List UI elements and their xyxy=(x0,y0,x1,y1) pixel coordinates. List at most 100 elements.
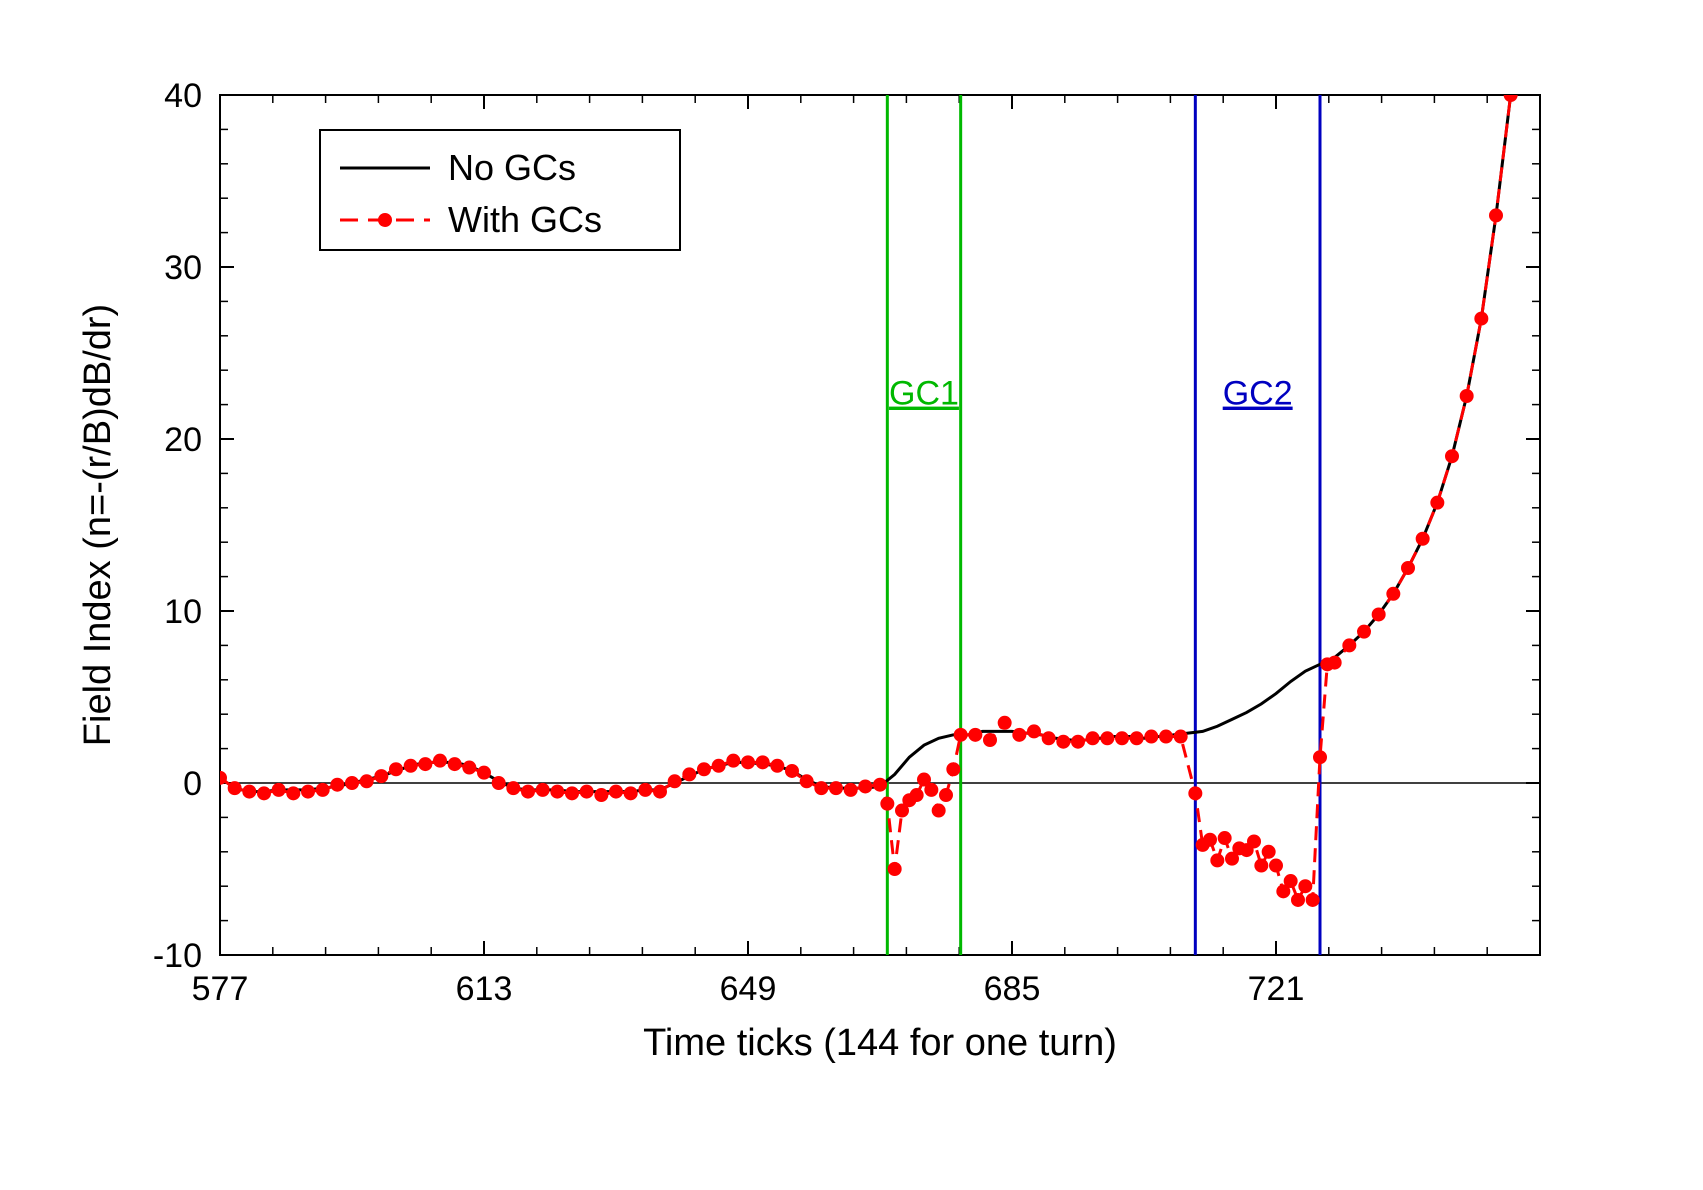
y-tick-label: 10 xyxy=(164,593,202,631)
series-marker xyxy=(947,763,960,776)
series-marker xyxy=(1028,725,1041,738)
y-axis-label: Field Index (n=-(r/B)dB/dr) xyxy=(77,304,119,746)
series-marker xyxy=(1174,730,1187,743)
series-marker xyxy=(1387,587,1400,600)
series-marker xyxy=(969,728,982,741)
series-marker xyxy=(434,754,447,767)
series-marker xyxy=(1475,312,1488,325)
legend-label: With GCs xyxy=(448,199,602,240)
series-marker xyxy=(287,787,300,800)
series-marker xyxy=(756,756,769,769)
series-marker xyxy=(881,797,894,810)
series-marker xyxy=(800,775,813,788)
series-marker xyxy=(1490,209,1503,222)
chart-container: 577613649685721-10010203040Time ticks (1… xyxy=(0,0,1703,1190)
series-marker xyxy=(1431,496,1444,509)
series-marker xyxy=(243,785,256,798)
series-marker xyxy=(1314,751,1327,764)
series-marker xyxy=(1057,735,1070,748)
series-marker xyxy=(1292,893,1305,906)
y-tick-label: 30 xyxy=(164,249,202,287)
series-marker xyxy=(998,716,1011,729)
series-marker xyxy=(1160,730,1173,743)
series-marker xyxy=(1116,732,1129,745)
series-marker xyxy=(1042,732,1055,745)
series-marker xyxy=(1145,730,1158,743)
region-label: GC2 xyxy=(1223,375,1293,413)
series-marker xyxy=(316,783,329,796)
series-marker xyxy=(375,770,388,783)
series-marker xyxy=(1306,893,1319,906)
series-marker xyxy=(1284,875,1297,888)
y-tick-label: 0 xyxy=(183,765,202,803)
series-marker xyxy=(888,863,901,876)
y-tick-label: 20 xyxy=(164,421,202,459)
series-marker xyxy=(859,780,872,793)
series-marker xyxy=(712,759,725,772)
series-marker xyxy=(1299,880,1312,893)
legend-marker xyxy=(378,213,392,227)
series-marker xyxy=(1270,859,1283,872)
series-marker xyxy=(1255,859,1268,872)
series-marker xyxy=(668,775,681,788)
series-marker xyxy=(272,783,285,796)
series-marker xyxy=(910,789,923,802)
series-marker xyxy=(1248,835,1261,848)
x-axis-label: Time ticks (144 for one turn) xyxy=(643,1022,1117,1064)
x-tick-label: 613 xyxy=(456,970,513,1008)
series-marker xyxy=(258,787,271,800)
series-marker xyxy=(536,783,549,796)
series-marker xyxy=(786,764,799,777)
y-tick-label: 40 xyxy=(164,77,202,115)
series-marker xyxy=(551,785,564,798)
series-marker xyxy=(1072,735,1085,748)
series-marker xyxy=(683,768,696,781)
series-marker xyxy=(727,754,740,767)
series-marker xyxy=(1460,390,1473,403)
series-marker xyxy=(1101,732,1114,745)
series-marker xyxy=(1416,532,1429,545)
series-marker xyxy=(1343,639,1356,652)
region-label: GC1 xyxy=(889,375,959,413)
series-marker xyxy=(1211,854,1224,867)
series-marker xyxy=(346,777,359,790)
series-marker xyxy=(1204,833,1217,846)
series-marker xyxy=(815,782,828,795)
series-marker xyxy=(698,763,711,776)
series-marker xyxy=(654,785,667,798)
series-marker xyxy=(1328,656,1341,669)
series-marker xyxy=(463,761,476,774)
series-marker xyxy=(1189,787,1202,800)
series-marker xyxy=(1218,832,1231,845)
series-marker xyxy=(1504,89,1517,102)
series-marker xyxy=(984,734,997,747)
legend-label: No GCs xyxy=(448,147,576,188)
series-marker xyxy=(874,778,887,791)
series-marker xyxy=(360,775,373,788)
series-marker xyxy=(639,783,652,796)
x-tick-label: 721 xyxy=(1248,970,1305,1008)
series-marker xyxy=(925,783,938,796)
field-index-chart: 577613649685721-10010203040Time ticks (1… xyxy=(0,0,1703,1190)
series-marker xyxy=(331,778,344,791)
series-marker xyxy=(940,789,953,802)
series-marker xyxy=(1402,562,1415,575)
series-marker xyxy=(1086,732,1099,745)
series-marker xyxy=(830,782,843,795)
series-marker xyxy=(624,787,637,800)
series-marker xyxy=(507,782,520,795)
series-marker xyxy=(566,787,579,800)
series-marker xyxy=(448,758,461,771)
series-marker xyxy=(1262,845,1275,858)
series-marker xyxy=(580,785,593,798)
series-marker xyxy=(844,783,857,796)
series-line xyxy=(220,0,1540,792)
x-tick-label: 577 xyxy=(192,970,249,1008)
series-marker xyxy=(1446,450,1459,463)
series-marker xyxy=(228,782,241,795)
series-marker xyxy=(932,804,945,817)
series-marker xyxy=(478,766,491,779)
series-marker xyxy=(771,759,784,772)
series-marker xyxy=(954,728,967,741)
series-marker xyxy=(1013,728,1026,741)
